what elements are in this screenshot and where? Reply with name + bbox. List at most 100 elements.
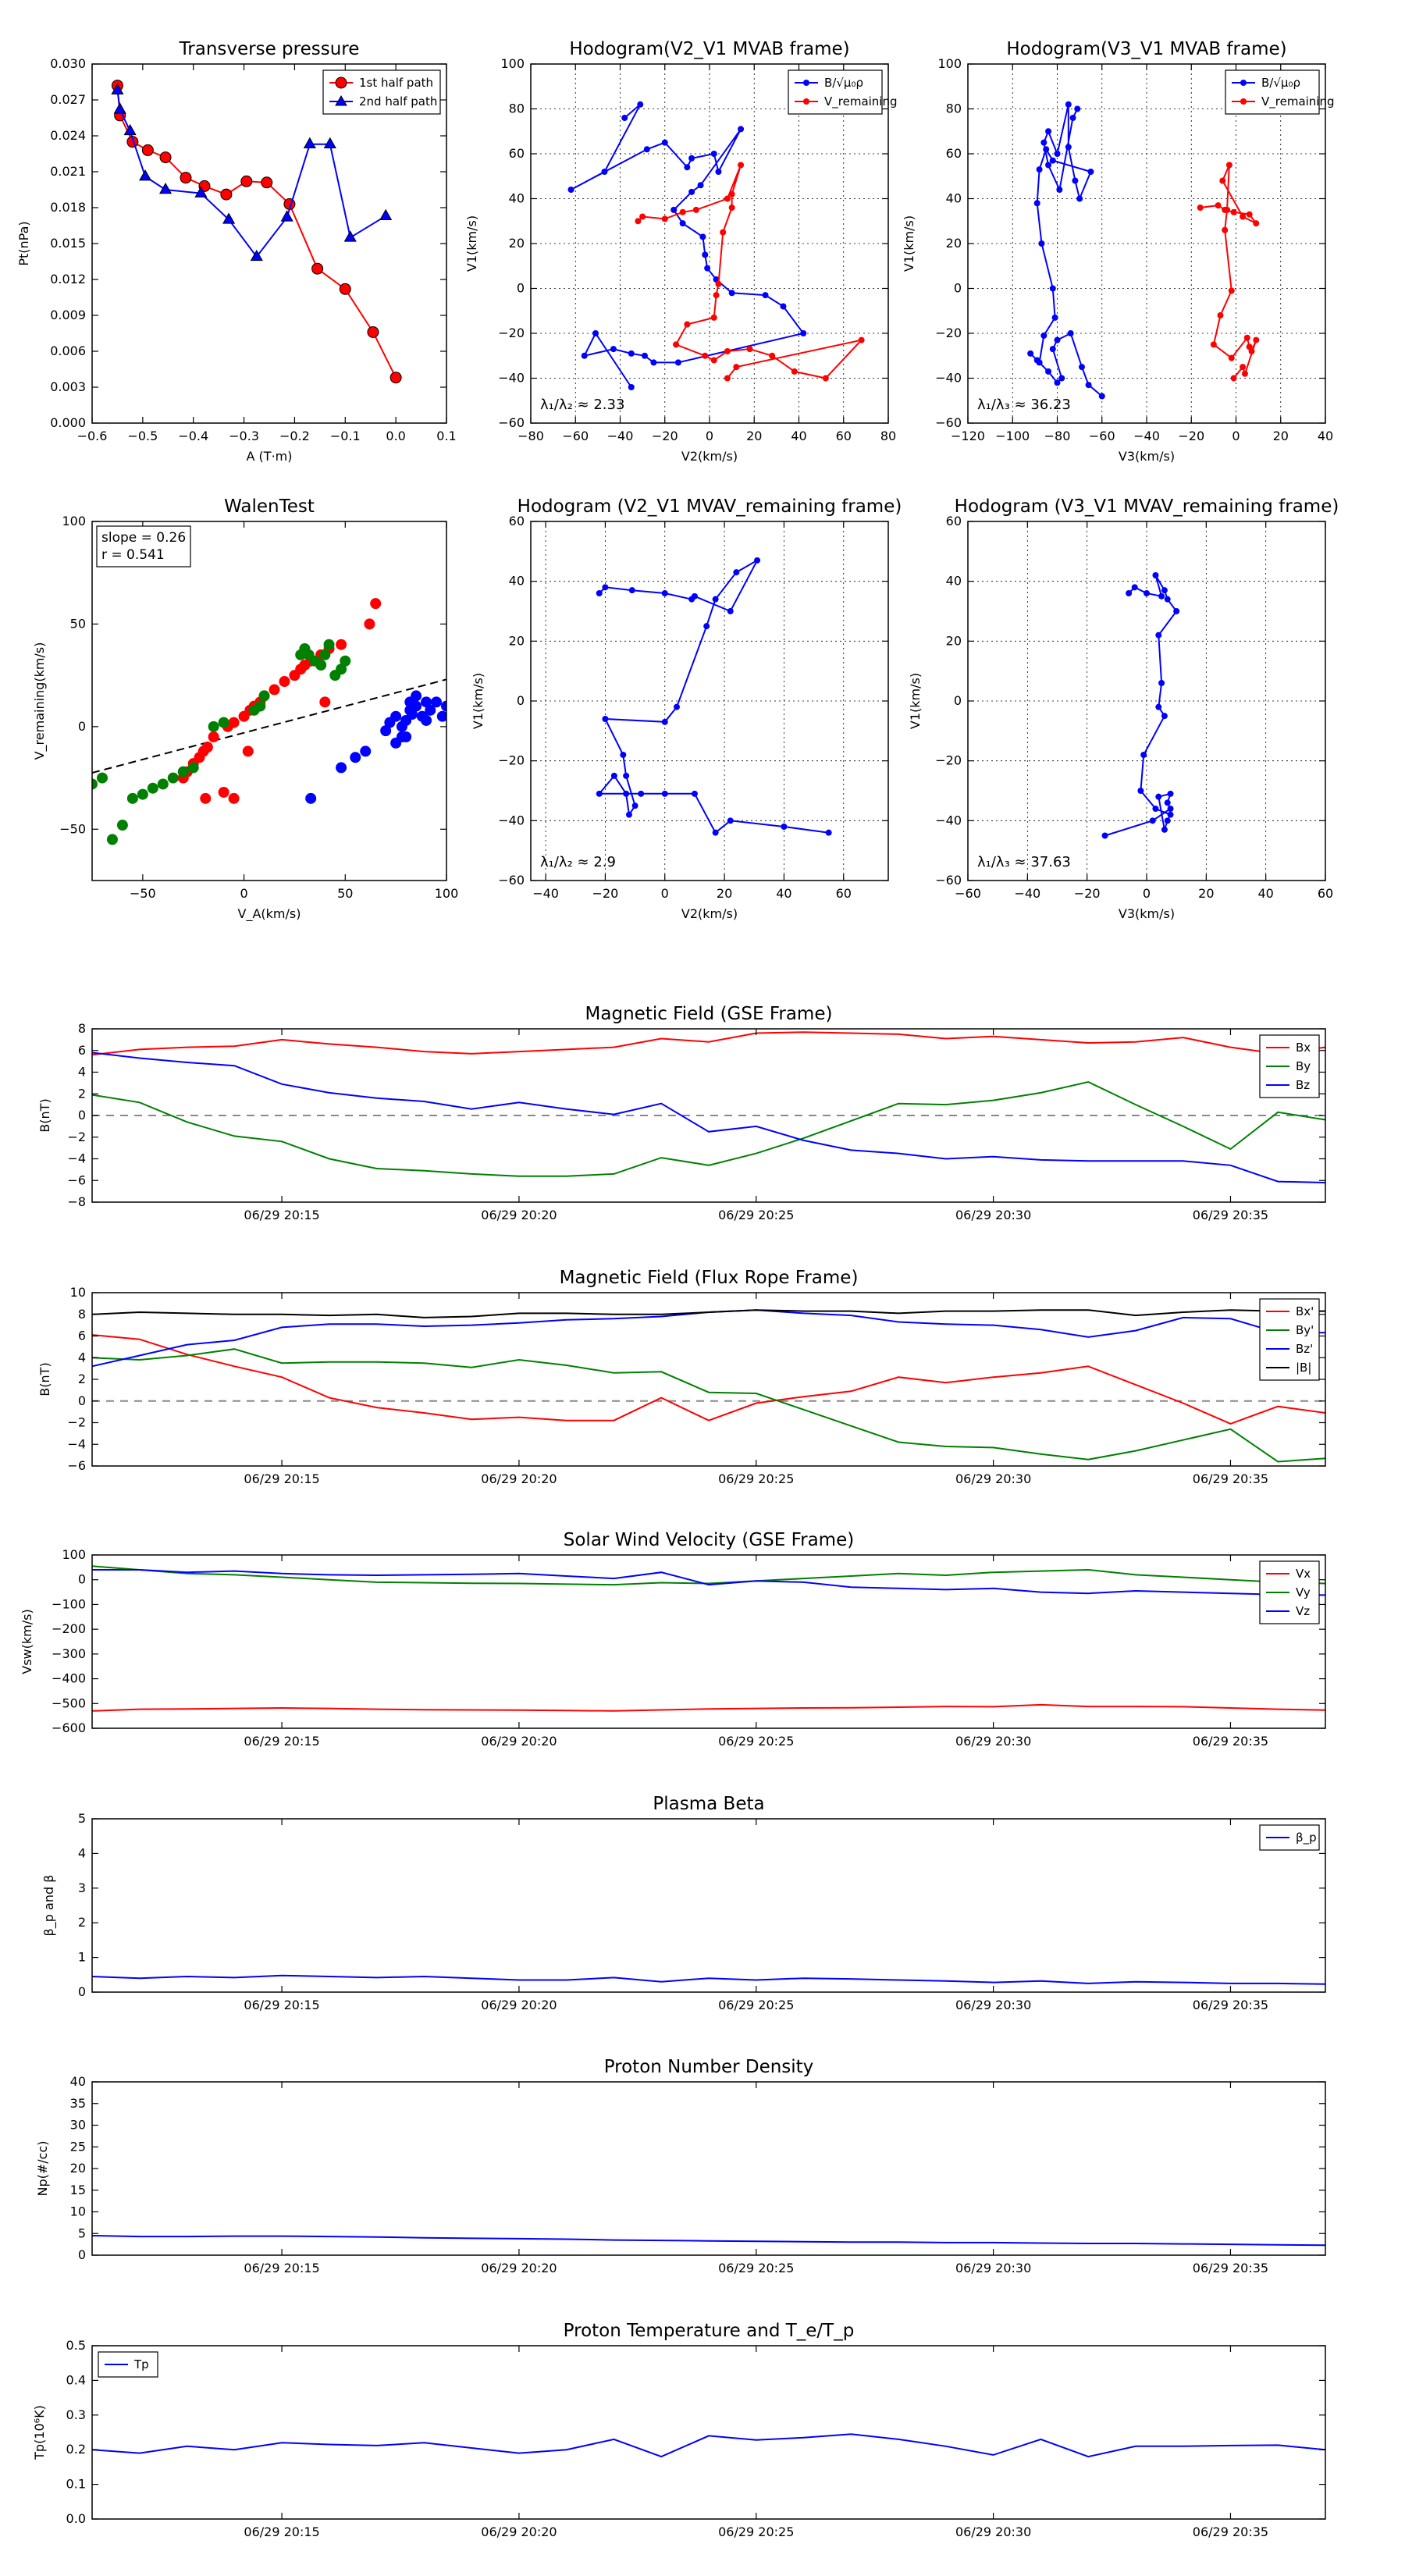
series-line <box>92 2235 1325 2247</box>
data-point <box>1240 213 1247 220</box>
data-point <box>158 182 173 194</box>
y-tick-label: 0.5 <box>66 2338 86 2353</box>
data-point <box>1140 752 1147 758</box>
y-axis-label: V1(km/s) <box>471 673 486 729</box>
y-tick-label: 100 <box>500 56 525 71</box>
data-point <box>720 229 727 236</box>
series-line <box>1030 104 1103 397</box>
x-tick-label: −0.1 <box>330 429 361 443</box>
y-tick-label: 60 <box>946 514 962 528</box>
x-tick-label: −60 <box>1089 429 1115 443</box>
y-tick-label: 80 <box>509 101 525 116</box>
y-tick-label: 20 <box>70 2161 86 2176</box>
data-point <box>581 352 588 359</box>
legend-label: V_remaining <box>1261 94 1335 109</box>
data-point <box>1167 806 1174 812</box>
y-tick-label: 0.012 <box>50 272 86 286</box>
regression-line <box>92 678 446 774</box>
legend-marker <box>335 76 347 89</box>
chart-np: 06/29 20:15 06/29 20:20 06/29 20:25 06/29 2… <box>35 2057 1326 2275</box>
y-tick-label: 60 <box>509 146 525 161</box>
y-tick-label: 50 <box>70 616 86 631</box>
y-tick-label: 8 <box>78 1307 86 1322</box>
data-point <box>336 639 347 650</box>
y-axis-label: B(nT) <box>37 1362 52 1396</box>
data-point <box>339 283 351 295</box>
legend: Bx By Bz <box>1259 1034 1320 1098</box>
data-point <box>1036 166 1043 173</box>
data-point <box>1155 793 1162 800</box>
chart-wt: −50 0 50 100 −50 0 50 100 WalenTest V_A(km/s) V_re… <box>32 496 458 922</box>
data-point <box>92 778 98 790</box>
y-tick-label: 0 <box>78 719 86 734</box>
plot-frame <box>91 521 447 881</box>
y-tick-label: 30 <box>70 2118 86 2133</box>
x-tick-label: −0.5 <box>127 429 158 443</box>
data-point <box>621 115 628 121</box>
data-point <box>628 350 635 357</box>
data-point <box>222 212 236 224</box>
data-point <box>1045 162 1052 169</box>
data-point <box>1155 703 1162 710</box>
chart-mf_gse: 06/29 20:15 06/29 20:20 06/29 20:25 06/29 2… <box>37 1004 1326 1222</box>
chart-title: Magnetic Field (Flux Rope Frame) <box>560 1268 859 1288</box>
legend-label: Vx <box>1296 1567 1311 1581</box>
data-point <box>343 230 357 242</box>
y-tick-label: −40 <box>498 813 525 827</box>
series-line <box>92 1051 1325 1183</box>
plot-frame <box>91 1292 1326 1467</box>
y-tick-label: −300 <box>52 1646 86 1661</box>
data-point <box>187 762 199 774</box>
data-point <box>1065 144 1072 151</box>
x-tick-label: −40 <box>1133 429 1160 443</box>
y-tick-label: −2 <box>67 1130 86 1144</box>
data-point <box>1222 226 1229 233</box>
data-point <box>421 714 432 726</box>
legend-label: Vy <box>1296 1585 1311 1599</box>
data-point <box>220 188 233 201</box>
x-tick-label: −20 <box>1178 429 1204 443</box>
data-point <box>679 220 686 227</box>
x-tick-label: 06/29 20:30 <box>955 2524 1031 2539</box>
data-point <box>1164 799 1171 806</box>
data-point <box>96 772 108 784</box>
x-tick-label: 0 <box>661 886 669 901</box>
data-point <box>139 169 152 181</box>
x-tick-label: 06/29 20:25 <box>718 2261 794 2275</box>
y-tick-label: 0 <box>517 693 525 708</box>
y-axis-label: Vsw(km/s) <box>20 1609 34 1674</box>
data-point <box>1225 162 1232 169</box>
legend-label: B/√μ₀ρ <box>1261 76 1300 90</box>
data-point <box>364 618 375 630</box>
x-axis-label: V_A(km/s) <box>238 906 301 922</box>
data-point <box>1049 285 1056 292</box>
data-point <box>436 710 446 722</box>
data-point <box>1149 817 1156 824</box>
stats-box: slope = 0.26r = 0.541 <box>96 525 191 568</box>
data-point <box>1054 336 1061 343</box>
x-tick-label: 06/29 20:15 <box>244 1208 319 1222</box>
data-point <box>684 164 691 171</box>
chart-title: Plasma Beta <box>653 1794 764 1814</box>
x-tick-label: 0 <box>706 429 713 443</box>
data-area <box>92 1565 1325 1712</box>
data-area <box>92 598 446 845</box>
x-tick-label: −60 <box>562 429 589 443</box>
data-point <box>1033 200 1040 207</box>
x-tick-label: 60 <box>836 886 852 901</box>
data-area <box>596 557 832 836</box>
data-point <box>315 660 327 671</box>
data-point <box>625 811 632 818</box>
data-point <box>147 782 158 794</box>
data-point <box>123 123 137 136</box>
x-tick-label: 40 <box>1318 429 1333 443</box>
data-point <box>727 817 734 824</box>
y-axis-label: V1(km/s) <box>464 215 479 272</box>
x-tick-label: 06/29 20:30 <box>955 2261 1031 2275</box>
data-point <box>724 348 731 354</box>
data-point <box>623 790 630 797</box>
data-point <box>336 762 347 774</box>
data-point <box>1076 195 1083 202</box>
x-tick-label: 0.1 <box>436 429 456 443</box>
data-point <box>679 208 686 215</box>
